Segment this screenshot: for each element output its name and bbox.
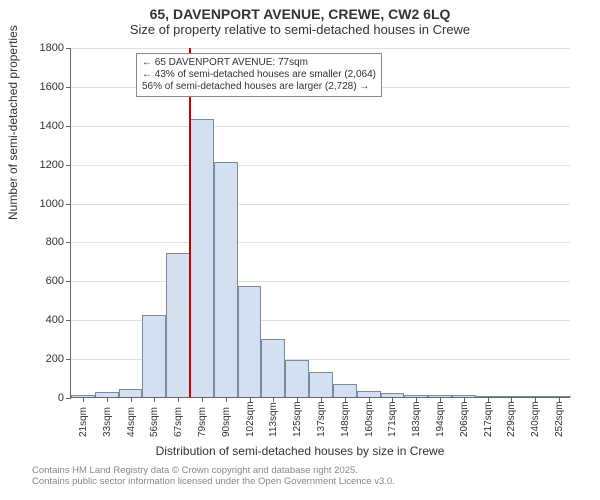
annotation-line: ← 65 DAVENPORT AVENUE: 77sqm (142, 57, 376, 69)
xtick-label: 125sqm (292, 401, 303, 437)
ytick-mark (66, 48, 71, 49)
xtick-label: 79sqm (197, 407, 208, 437)
ytick-mark (66, 320, 71, 321)
histogram-bar (333, 384, 357, 397)
xtick-mark (107, 397, 108, 402)
xtick-label: 183sqm (411, 401, 422, 437)
histogram-bar (214, 162, 238, 397)
annotation-line: ← 43% of semi-detached houses are smalle… (142, 69, 376, 81)
xtick-label: 44sqm (126, 407, 137, 437)
ytick-mark (66, 398, 71, 399)
xtick-label: 229sqm (506, 401, 517, 437)
xtick-label: 160sqm (364, 401, 375, 437)
gridline (71, 204, 570, 205)
footer-attribution: Contains HM Land Registry data © Crown c… (32, 465, 395, 488)
xtick-label: 102sqm (245, 401, 256, 437)
ytick-mark (66, 87, 71, 88)
xtick-mark (131, 397, 132, 402)
histogram-bar (119, 389, 143, 397)
footer-line-1: Contains HM Land Registry data © Crown c… (32, 465, 395, 476)
chart-title-block: 65, DAVENPORT AVENUE, CREWE, CW2 6LQ Siz… (0, 0, 600, 37)
gridline (71, 165, 570, 166)
xtick-label: 90sqm (221, 407, 232, 437)
histogram-bar (166, 253, 190, 397)
xtick-label: 148sqm (340, 401, 351, 437)
xtick-label: 33sqm (102, 407, 113, 437)
xtick-label: 21sqm (78, 407, 89, 437)
ytick-label: 0 (14, 392, 64, 404)
annotation-box: ← 65 DAVENPORT AVENUE: 77sqm← 43% of sem… (136, 53, 382, 97)
reference-line (189, 48, 191, 397)
ytick-mark (66, 242, 71, 243)
ytick-label: 1600 (14, 81, 64, 93)
xtick-label: 171sqm (387, 401, 398, 437)
gridline (71, 281, 570, 282)
histogram-bar (142, 315, 166, 397)
ytick-label: 1000 (14, 198, 64, 210)
xtick-label: 206sqm (459, 401, 470, 437)
ytick-label: 200 (14, 353, 64, 365)
gridline (71, 242, 570, 243)
ytick-label: 400 (14, 314, 64, 326)
ytick-mark (66, 281, 71, 282)
xtick-label: 113sqm (268, 402, 279, 437)
xtick-label: 137sqm (316, 401, 327, 437)
gridline (71, 126, 570, 127)
xtick-mark (178, 397, 179, 402)
ytick-mark (66, 165, 71, 166)
histogram-bar (309, 372, 333, 397)
xtick-mark (154, 397, 155, 402)
chart-subtitle: Size of property relative to semi-detach… (0, 22, 600, 37)
xtick-label: 217sqm (483, 401, 494, 437)
histogram-bar (261, 339, 285, 397)
ytick-label: 600 (14, 275, 64, 287)
annotation-line: 56% of semi-detached houses are larger (… (142, 81, 376, 93)
ytick-label: 1400 (14, 120, 64, 132)
ytick-label: 1200 (14, 159, 64, 171)
xtick-label: 240sqm (530, 401, 541, 437)
xtick-mark (83, 397, 84, 402)
ytick-mark (66, 126, 71, 127)
histogram-chart: 21sqm33sqm44sqm56sqm67sqm79sqm90sqm102sq… (70, 48, 570, 398)
ytick-label: 1800 (14, 42, 64, 54)
ytick-mark (66, 359, 71, 360)
xtick-label: 194sqm (435, 401, 446, 437)
histogram-bar (285, 360, 309, 397)
xtick-mark (226, 397, 227, 402)
histogram-bar (190, 119, 214, 397)
xtick-label: 67sqm (173, 407, 184, 437)
footer-line-2: Contains public sector information licen… (32, 476, 395, 487)
xtick-label: 252sqm (554, 401, 565, 437)
xtick-mark (202, 397, 203, 402)
ytick-mark (66, 204, 71, 205)
histogram-bar (238, 286, 262, 397)
gridline (71, 48, 570, 49)
xtick-label: 56sqm (149, 407, 160, 437)
x-axis-label: Distribution of semi-detached houses by … (0, 444, 600, 458)
chart-title: 65, DAVENPORT AVENUE, CREWE, CW2 6LQ (0, 6, 600, 22)
ytick-label: 800 (14, 236, 64, 248)
